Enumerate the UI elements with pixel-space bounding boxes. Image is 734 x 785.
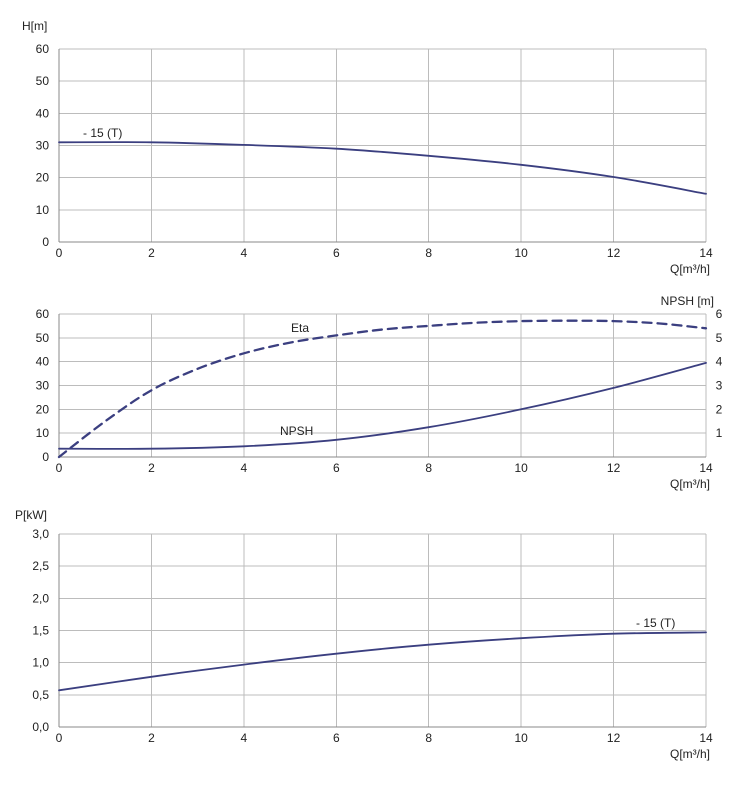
y2-tick-label: 1	[716, 426, 723, 440]
x-axis-label: Q[m³/h]	[670, 747, 710, 761]
series-line-eta	[57, 319, 708, 459]
y-tick-label: 0	[42, 235, 49, 249]
y-tick-label: 0,0	[32, 720, 49, 734]
y2-tick-label: 2	[716, 402, 723, 416]
series-line-npsh	[58, 362, 707, 450]
y2-tick-label: 4	[716, 355, 723, 369]
y-tick-label: 2,0	[32, 591, 49, 605]
y2-tick-label: 6	[716, 307, 723, 321]
x-axis-label: Q[m³/h]	[670, 262, 710, 276]
y-tick-label: 0	[42, 450, 49, 464]
x-tick-label: 6	[333, 246, 340, 260]
y-tick-label: 50	[36, 74, 50, 88]
y-tick-label: 20	[36, 171, 50, 185]
y-tick-label: 40	[36, 106, 50, 120]
x-tick-label: 14	[699, 731, 713, 745]
x-tick-label: 10	[514, 461, 528, 475]
y2-axis-label: NPSH [m]	[661, 294, 714, 308]
series-label: - 15 (T)	[83, 126, 122, 140]
x-tick-label: 8	[425, 246, 432, 260]
x-tick-label: 4	[241, 461, 248, 475]
x-tick-label: 14	[699, 246, 713, 260]
y-tick-label: 0,5	[32, 688, 49, 702]
x-tick-label: 12	[607, 731, 621, 745]
x-tick-label: 10	[514, 731, 528, 745]
y-tick-label: 60	[36, 42, 50, 56]
head-chart: 0 10 20 30 40 50 60 0 2 4 6 8 10 12 14 H[m] Q[m³/h] - 15 …	[22, 19, 713, 276]
x-tick-label: 12	[607, 461, 621, 475]
x-tick-label: 8	[425, 461, 432, 475]
series-label: Eta	[291, 321, 309, 335]
x-tick-label: 2	[148, 246, 155, 260]
x-tick-label: 8	[425, 731, 432, 745]
y2-tick-label: 5	[716, 331, 723, 345]
series-line-15-t	[58, 631, 707, 692]
series-label: - 15 (T)	[636, 616, 675, 630]
x-tick-label: 6	[333, 461, 340, 475]
y-tick-label: 40	[36, 355, 50, 369]
x-axis-label: Q[m³/h]	[670, 477, 710, 491]
y-tick-label: 50	[36, 331, 50, 345]
power-chart: 0,0 0,5 1,0 1,5 2,0 2,5 3,0 0 2 4 6 8 10 12 14 P[kW] Q[m…	[15, 508, 713, 761]
series-label: NPSH	[280, 424, 313, 438]
x-tick-label: 0	[56, 246, 63, 260]
x-tick-label: 4	[241, 731, 248, 745]
y-tick-label: 10	[36, 203, 50, 217]
y-tick-label: 1,0	[32, 656, 49, 670]
x-tick-label: 12	[607, 246, 621, 260]
x-tick-label: 2	[148, 731, 155, 745]
series-line-15-t	[58, 141, 707, 195]
x-tick-label: 2	[148, 461, 155, 475]
y-axis-label: H[m]	[22, 19, 47, 33]
x-tick-label: 6	[333, 731, 340, 745]
y-tick-label: 3,0	[32, 527, 49, 541]
x-tick-label: 4	[241, 246, 248, 260]
x-tick-label: 10	[514, 246, 528, 260]
y2-tick-label: 3	[716, 379, 723, 393]
x-tick-label: 0	[56, 461, 63, 475]
x-tick-label: 0	[56, 731, 63, 745]
y-tick-label: 30	[36, 139, 50, 153]
y-tick-label: 20	[36, 402, 50, 416]
x-tick-label: 14	[699, 461, 713, 475]
y-axis-label: P[kW]	[15, 508, 47, 522]
y-tick-label: 60	[36, 307, 50, 321]
y-tick-label: 30	[36, 379, 50, 393]
y-tick-label: 10	[36, 426, 50, 440]
y-tick-label: 1,5	[32, 624, 49, 638]
y-tick-label: 2,5	[32, 559, 49, 573]
